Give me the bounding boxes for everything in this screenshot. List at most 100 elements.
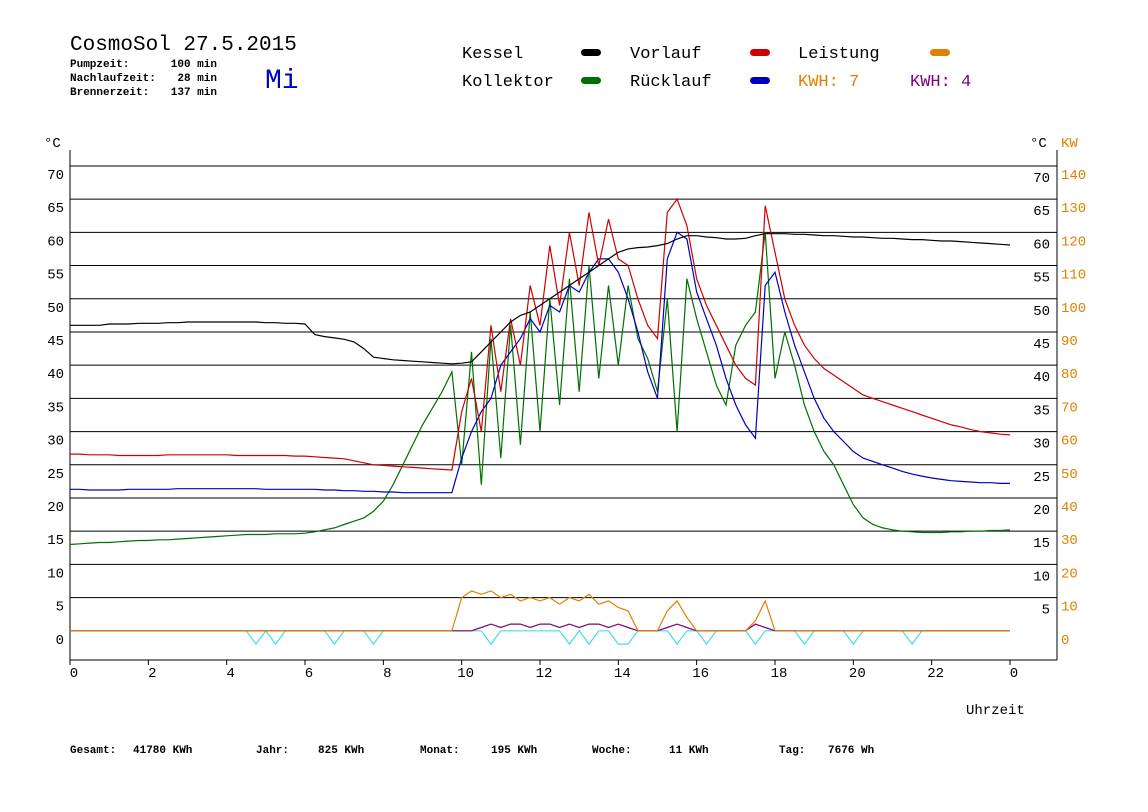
legend-label: Kessel [462, 45, 523, 64]
kwh-label: KWH: 4 [910, 73, 971, 92]
legend-label: Leistung [798, 45, 880, 64]
y-tick-label: 60 [47, 234, 64, 250]
series-line [70, 233, 1011, 365]
x-tick-label: 16 [692, 666, 709, 682]
total-value: 41780 KWh [133, 745, 192, 757]
y-tick-label: 45 [47, 334, 64, 350]
right-y-tick-label: 10 [1033, 569, 1050, 585]
weekday: Mi [265, 66, 299, 97]
kwh-label: KWH: 7 [798, 73, 859, 92]
info-label: Brennerzeit: [70, 87, 149, 99]
legend-marker [930, 49, 950, 56]
y-tick-label: 55 [47, 268, 64, 284]
y2-tick-label: 20 [1061, 566, 1078, 582]
x-tick-label: 10 [457, 666, 474, 682]
x-tick-label: 8 [383, 666, 391, 682]
y-tick-label: 10 [47, 566, 64, 582]
y-tick-label: 30 [47, 434, 64, 450]
x-tick-label: 18 [771, 666, 788, 682]
x-tick-label: 6 [305, 666, 313, 682]
total-value: 11 KWh [669, 745, 709, 757]
right-y-tick-label: 15 [1033, 536, 1050, 552]
legend-label: Vorlauf [630, 45, 701, 64]
legend-marker [581, 49, 601, 56]
y-tick-label: 70 [47, 168, 64, 184]
y-tick-label: 0 [56, 633, 64, 649]
right-y-tick-label: 35 [1033, 403, 1050, 419]
right-y-tick-label: 45 [1033, 337, 1050, 353]
y2-tick-label: 140 [1061, 168, 1086, 184]
right-y-tick-label: 70 [1033, 171, 1050, 187]
total-value: 825 KWh [318, 745, 364, 757]
y-tick-label: 20 [47, 500, 64, 516]
series-line [70, 623, 1010, 632]
right-y-tick-label: 25 [1033, 470, 1050, 486]
series-line [70, 629, 1010, 646]
y2-tick-label: 30 [1061, 533, 1078, 549]
y-tick-label: 35 [47, 400, 64, 416]
y2-tick-label: 40 [1061, 500, 1078, 516]
right-y-tick-label: 55 [1033, 271, 1050, 287]
total-label: Monat: [420, 745, 460, 757]
y2-axis-label-c: °C [1030, 136, 1047, 152]
right-y-tick-label: 5 [1042, 603, 1050, 619]
total-label: Jahr: [256, 745, 289, 757]
right-y-tick-label: 30 [1033, 437, 1050, 453]
legend-label: Kollektor [462, 73, 554, 92]
legend-marker [750, 49, 770, 56]
series-line [70, 590, 1010, 632]
x-tick-label: 4 [226, 666, 234, 682]
x-tick-label: 0 [1010, 666, 1018, 682]
total-label: Woche: [592, 745, 632, 757]
x-tick-label: 20 [849, 666, 866, 682]
y2-axis-label: KW [1061, 136, 1078, 152]
right-y-tick-label: 20 [1033, 503, 1050, 519]
info-value: 137 min [171, 87, 217, 99]
series-line [70, 231, 1010, 494]
right-y-tick-label: 50 [1033, 304, 1050, 320]
total-label: Gesamt: [70, 745, 116, 757]
total-value: 7676 Wh [828, 745, 874, 757]
legend-marker [581, 77, 601, 84]
y-tick-label: 40 [47, 367, 64, 383]
y2-tick-label: 0 [1061, 633, 1069, 649]
right-y-tick-label: 40 [1033, 370, 1050, 386]
info-label: Nachlaufzeit: [70, 73, 156, 85]
y-axis-label: °C [44, 136, 61, 152]
legend-label: Rücklauf [630, 73, 712, 92]
info-value: 100 min [171, 59, 217, 71]
x-tick-label: 2 [148, 666, 156, 682]
y-tick-label: 50 [47, 301, 64, 317]
y2-tick-label: 90 [1061, 334, 1078, 350]
x-tick-label: 0 [70, 666, 78, 682]
x-tick-label: 22 [927, 666, 944, 682]
y-tick-label: 65 [47, 201, 64, 217]
x-tick-label: 12 [536, 666, 553, 682]
right-y-tick-label: 65 [1033, 204, 1050, 220]
legend-marker [750, 77, 770, 84]
series-line [70, 197, 1011, 471]
series-line [69, 232, 1011, 546]
y2-tick-label: 50 [1061, 467, 1078, 483]
info-label: Pumpzeit: [70, 59, 129, 71]
x-tick-label: 14 [614, 666, 631, 682]
right-y-tick-label: 60 [1033, 237, 1050, 253]
y-tick-label: 15 [47, 533, 64, 549]
y2-tick-label: 110 [1061, 268, 1086, 284]
y2-tick-label: 70 [1061, 400, 1078, 416]
y2-tick-label: 10 [1061, 600, 1078, 616]
x-axis-label: Uhrzeit [966, 703, 1025, 719]
y2-tick-label: 100 [1061, 301, 1086, 317]
y-tick-label: 5 [56, 600, 64, 616]
total-value: 195 KWh [491, 745, 537, 757]
y2-tick-label: 80 [1061, 367, 1078, 383]
chart-title: CosmoSol 27.5.2015 [70, 34, 297, 57]
total-label: Tag: [779, 745, 805, 757]
y-tick-label: 25 [47, 467, 64, 483]
y2-tick-label: 60 [1061, 434, 1078, 450]
y2-tick-label: 120 [1061, 234, 1086, 250]
info-value: 28 min [177, 73, 217, 85]
y2-tick-label: 130 [1061, 201, 1086, 217]
